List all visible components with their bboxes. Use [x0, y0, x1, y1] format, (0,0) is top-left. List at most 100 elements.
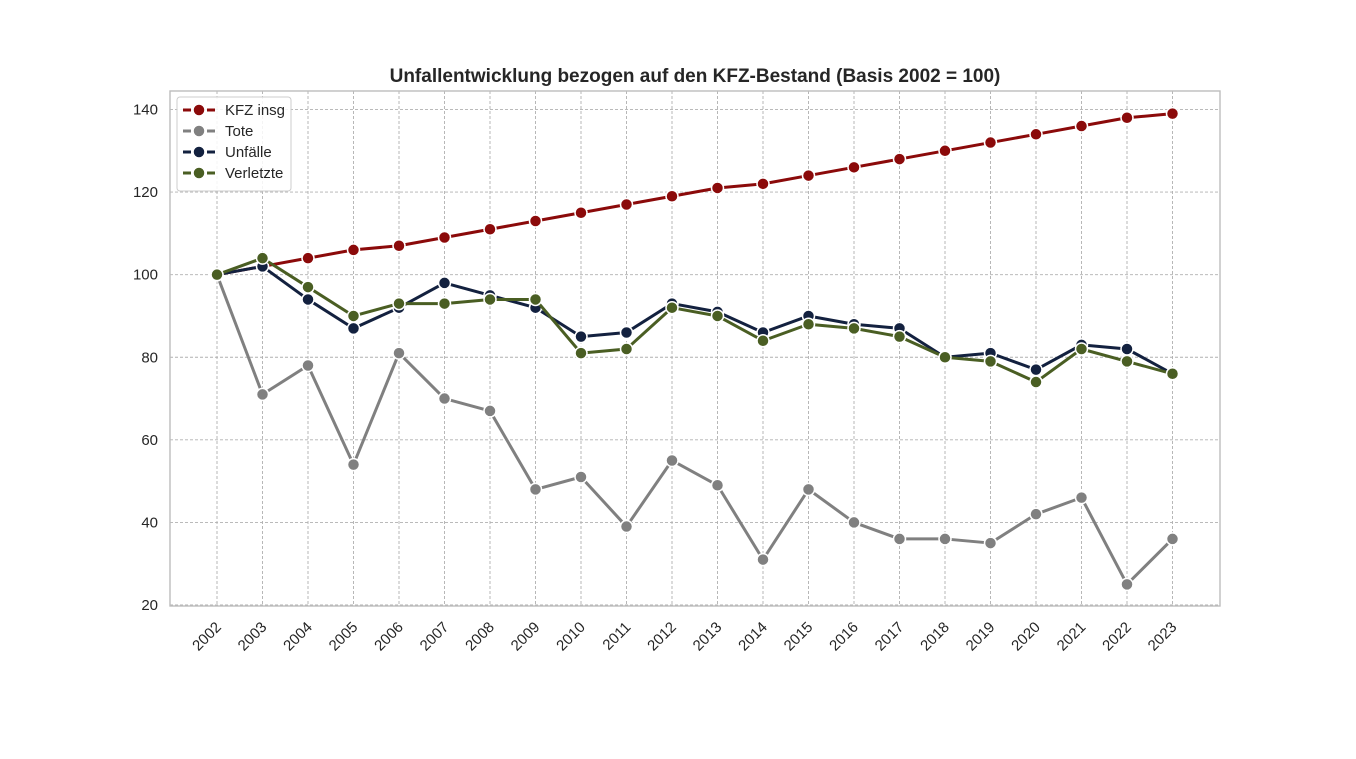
y-tick-label: 20: [141, 597, 158, 614]
series-line: [215, 256, 1174, 384]
data-point: [1029, 375, 1043, 389]
legend-marker: [192, 103, 206, 117]
x-tick-label: 2016: [826, 619, 862, 655]
data-point: [1029, 127, 1043, 142]
data-point: [847, 515, 861, 530]
data-point: [301, 292, 315, 307]
x-tick-label: 2017: [872, 619, 908, 655]
x-tick-label: 2007: [417, 619, 453, 655]
data-point: [665, 453, 679, 468]
x-tick-label: 2008: [462, 619, 498, 655]
x-tick-label: 2012: [644, 619, 680, 655]
data-point: [437, 276, 452, 290]
data-point: [983, 354, 998, 369]
data-point: [801, 168, 816, 183]
data-point: [574, 205, 588, 220]
data-point: [483, 222, 497, 237]
data-point: [938, 532, 952, 546]
x-tick-label: 2002: [189, 619, 225, 655]
x-tick-label: 2022: [1099, 619, 1135, 655]
data-point: [301, 251, 315, 265]
x-tick-label: 2009: [508, 619, 544, 655]
data-point: [528, 292, 543, 307]
data-point: [892, 329, 907, 344]
series-1: [210, 267, 1180, 592]
data-point: [710, 478, 725, 493]
data-point: [1029, 507, 1043, 521]
data-point: [392, 296, 406, 311]
data-point: [619, 342, 634, 356]
series-layer: [210, 106, 1180, 592]
y-tick-label: 120: [133, 184, 158, 201]
legend-marker: [192, 145, 206, 159]
data-point: [437, 230, 452, 245]
chart-title: Unfallentwicklung bezogen auf den KFZ-Be…: [390, 66, 1001, 87]
data-point: [1165, 532, 1180, 546]
x-tick-label: 2011: [599, 619, 634, 654]
data-point: [756, 333, 770, 348]
x-tick-label: 2003: [235, 619, 271, 655]
data-point: [483, 292, 497, 307]
data-point: [392, 346, 406, 360]
y-tick-label: 100: [133, 267, 158, 284]
x-tick-label: 2013: [690, 619, 726, 655]
data-point: [301, 280, 315, 294]
data-point: [574, 346, 588, 360]
data-point: [255, 387, 270, 402]
data-point: [1165, 106, 1180, 121]
legend-label: Tote: [225, 123, 253, 140]
series-0: [210, 106, 1180, 282]
data-point: [665, 189, 679, 203]
data-point: [437, 391, 452, 406]
data-point: [665, 300, 679, 315]
legend-item: Verletzte: [183, 165, 283, 182]
series-line: [215, 112, 1174, 277]
data-point: [801, 317, 816, 331]
x-tick-label: 2014: [735, 619, 771, 655]
data-point: [710, 181, 725, 195]
data-point: [892, 152, 907, 166]
legend-item: KFZ insg: [183, 102, 285, 119]
data-point: [255, 251, 270, 265]
data-point: [1165, 367, 1180, 381]
y-tick-label: 40: [141, 514, 158, 531]
data-point: [301, 358, 315, 373]
x-tick-label: 2015: [781, 619, 817, 655]
series-line: [215, 264, 1174, 376]
plot-frame: [169, 90, 1221, 607]
data-point: [346, 243, 361, 257]
data-point: [847, 160, 861, 175]
data-point: [938, 350, 952, 365]
x-tick-label: 2010: [553, 619, 589, 655]
data-point: [756, 552, 770, 567]
grid: [170, 91, 1220, 606]
data-point: [210, 267, 224, 282]
legend-marker: [192, 124, 206, 138]
series-line: [215, 273, 1174, 586]
data-point: [346, 457, 361, 472]
data-point: [619, 325, 634, 340]
data-point: [1074, 119, 1089, 133]
legend-label: KFZ insg: [225, 102, 285, 119]
data-point: [756, 177, 770, 191]
x-tick-label: 2005: [326, 619, 362, 655]
data-point: [437, 296, 452, 311]
data-point: [1120, 342, 1134, 356]
data-point: [346, 309, 361, 323]
y-tick-label: 60: [141, 432, 158, 449]
series-3: [210, 251, 1180, 389]
legend-item: Unfälle: [183, 144, 272, 161]
legend-marker: [192, 166, 206, 180]
data-point: [528, 482, 543, 497]
x-tick-label: 2006: [371, 619, 407, 655]
x-tick-label: 2020: [1008, 619, 1044, 655]
x-tick-label: 2018: [917, 619, 953, 655]
data-point: [983, 536, 998, 550]
data-point: [801, 482, 816, 497]
y-tick-label: 140: [133, 102, 158, 119]
data-point: [1074, 490, 1089, 505]
data-point: [619, 519, 634, 534]
legend-label: Unfälle: [225, 144, 272, 161]
x-tick-label: 2021: [1054, 619, 1090, 655]
